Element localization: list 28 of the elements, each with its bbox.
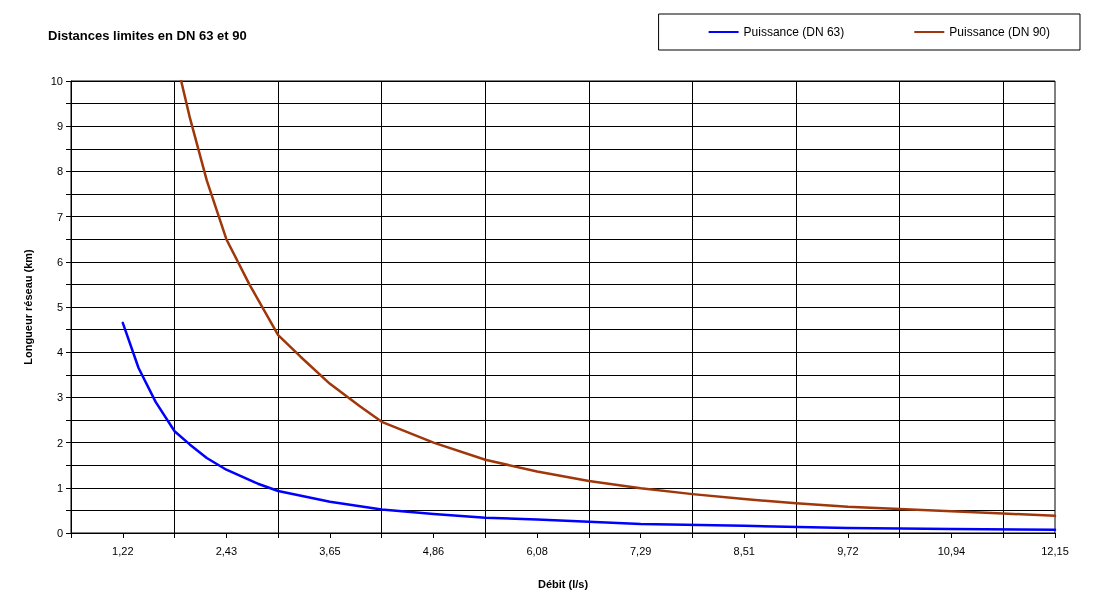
y-tick-label: 10 xyxy=(50,75,63,87)
x-tick-label: 3,65 xyxy=(319,544,341,557)
line-series xyxy=(121,321,1057,532)
y-tick-label: 6 xyxy=(56,255,63,268)
x-tick-label: 1,22 xyxy=(112,544,134,557)
x-tick-label: 8,51 xyxy=(733,544,755,557)
x-tick-label: 2,43 xyxy=(215,544,238,557)
x-tick-label: 10,94 xyxy=(937,544,966,557)
legend-label: Puissance (DN 90) xyxy=(949,25,1051,39)
x-tick-label: 4,86 xyxy=(422,544,445,557)
y-tick-label: 0 xyxy=(56,527,63,539)
y-tick-label: 9 xyxy=(56,120,63,133)
x-tick-label: 6,08 xyxy=(526,544,548,557)
y-axis-title: Longueur réseau (km) xyxy=(21,248,34,365)
x-tick-label: 7,29 xyxy=(629,544,652,557)
x-tick-label: 9,72 xyxy=(837,544,859,557)
legend-label: Puissance (DN 63) xyxy=(743,25,845,39)
chart-title: Distances limites en DN 63 et 90 xyxy=(48,28,247,43)
line-series xyxy=(179,79,1057,518)
y-tick-label: 2 xyxy=(56,436,63,449)
x-axis-title: Débit (l/s) xyxy=(537,577,589,590)
y-tick-label: 4 xyxy=(56,346,63,359)
y-tick-label: 5 xyxy=(56,301,63,313)
x-tick-label: 12,15 xyxy=(1041,544,1069,557)
y-tick-label: 7 xyxy=(56,210,63,223)
y-tick-label: 1 xyxy=(56,481,63,494)
y-tick-label: 3 xyxy=(56,391,63,404)
y-tick-label: 8 xyxy=(56,165,63,178)
